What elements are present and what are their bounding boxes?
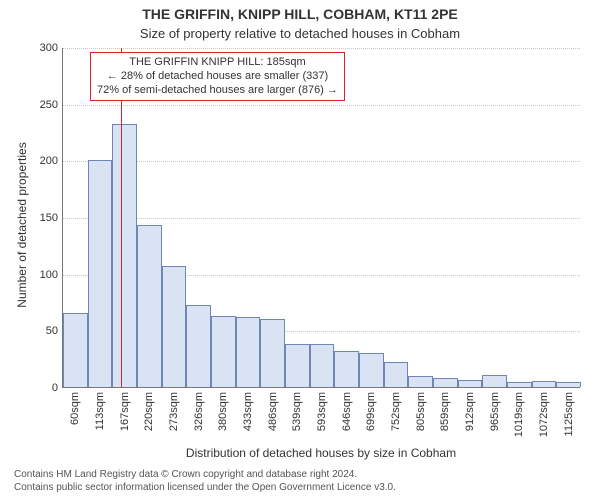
x-tick-label: 912sqm bbox=[464, 353, 476, 392]
chart-container: THE GRIFFIN, KNIPP HILL, COBHAM, KT11 2P… bbox=[0, 0, 600, 500]
x-axis-label: Distribution of detached houses by size … bbox=[62, 446, 580, 460]
y-tick-label: 250 bbox=[18, 99, 58, 111]
x-tick-label: 486sqm bbox=[267, 353, 279, 392]
x-tick-label: 326sqm bbox=[193, 353, 205, 392]
x-tick-label: 1125sqm bbox=[563, 348, 575, 392]
y-tick-label: 0 bbox=[18, 382, 58, 394]
y-tick-label: 100 bbox=[18, 269, 58, 281]
x-tick-label: 593sqm bbox=[316, 353, 328, 392]
histogram-bar bbox=[112, 124, 137, 387]
x-tick-label: 60sqm bbox=[69, 359, 81, 392]
y-tick-label: 200 bbox=[18, 155, 58, 167]
y-tick-label: 50 bbox=[18, 325, 58, 337]
annotation-line: THE GRIFFIN KNIPP HILL: 185sqm bbox=[97, 56, 338, 70]
x-tick-label: 433sqm bbox=[242, 353, 254, 392]
gridline bbox=[63, 48, 580, 49]
x-tick-label: 699sqm bbox=[365, 353, 377, 392]
annotation-box: THE GRIFFIN KNIPP HILL: 185sqm← 28% of d… bbox=[90, 52, 345, 101]
chart-title-main: THE GRIFFIN, KNIPP HILL, COBHAM, KT11 2P… bbox=[0, 6, 600, 22]
gridline bbox=[63, 161, 580, 162]
annotation-line: ← 28% of detached houses are smaller (33… bbox=[97, 70, 338, 84]
chart-title-sub: Size of property relative to detached ho… bbox=[0, 26, 600, 41]
x-tick-label: 113sqm bbox=[94, 354, 106, 392]
footer-line-2: Contains public sector information licen… bbox=[14, 482, 396, 495]
x-tick-label: 646sqm bbox=[341, 353, 353, 392]
x-tick-label: 805sqm bbox=[415, 353, 427, 392]
x-tick-label: 965sqm bbox=[489, 353, 501, 392]
x-tick-label: 1019sqm bbox=[513, 347, 525, 392]
x-tick-label: 167sqm bbox=[119, 353, 131, 392]
gridline bbox=[63, 105, 580, 106]
x-tick-label: 220sqm bbox=[143, 353, 155, 392]
x-tick-label: 539sqm bbox=[291, 353, 303, 392]
x-tick-label: 1072sqm bbox=[538, 347, 550, 392]
x-tick-label: 752sqm bbox=[390, 353, 402, 392]
x-tick-label: 273sqm bbox=[168, 353, 180, 392]
annotation-line: 72% of semi-detached houses are larger (… bbox=[97, 84, 338, 98]
y-tick-label: 150 bbox=[18, 212, 58, 224]
gridline bbox=[63, 218, 580, 219]
x-tick-label: 859sqm bbox=[439, 353, 451, 392]
x-tick-label: 380sqm bbox=[217, 353, 229, 392]
footer-attribution: Contains HM Land Registry data © Crown c… bbox=[14, 469, 396, 494]
y-tick-label: 300 bbox=[18, 42, 58, 54]
footer-line-1: Contains HM Land Registry data © Crown c… bbox=[14, 469, 396, 482]
